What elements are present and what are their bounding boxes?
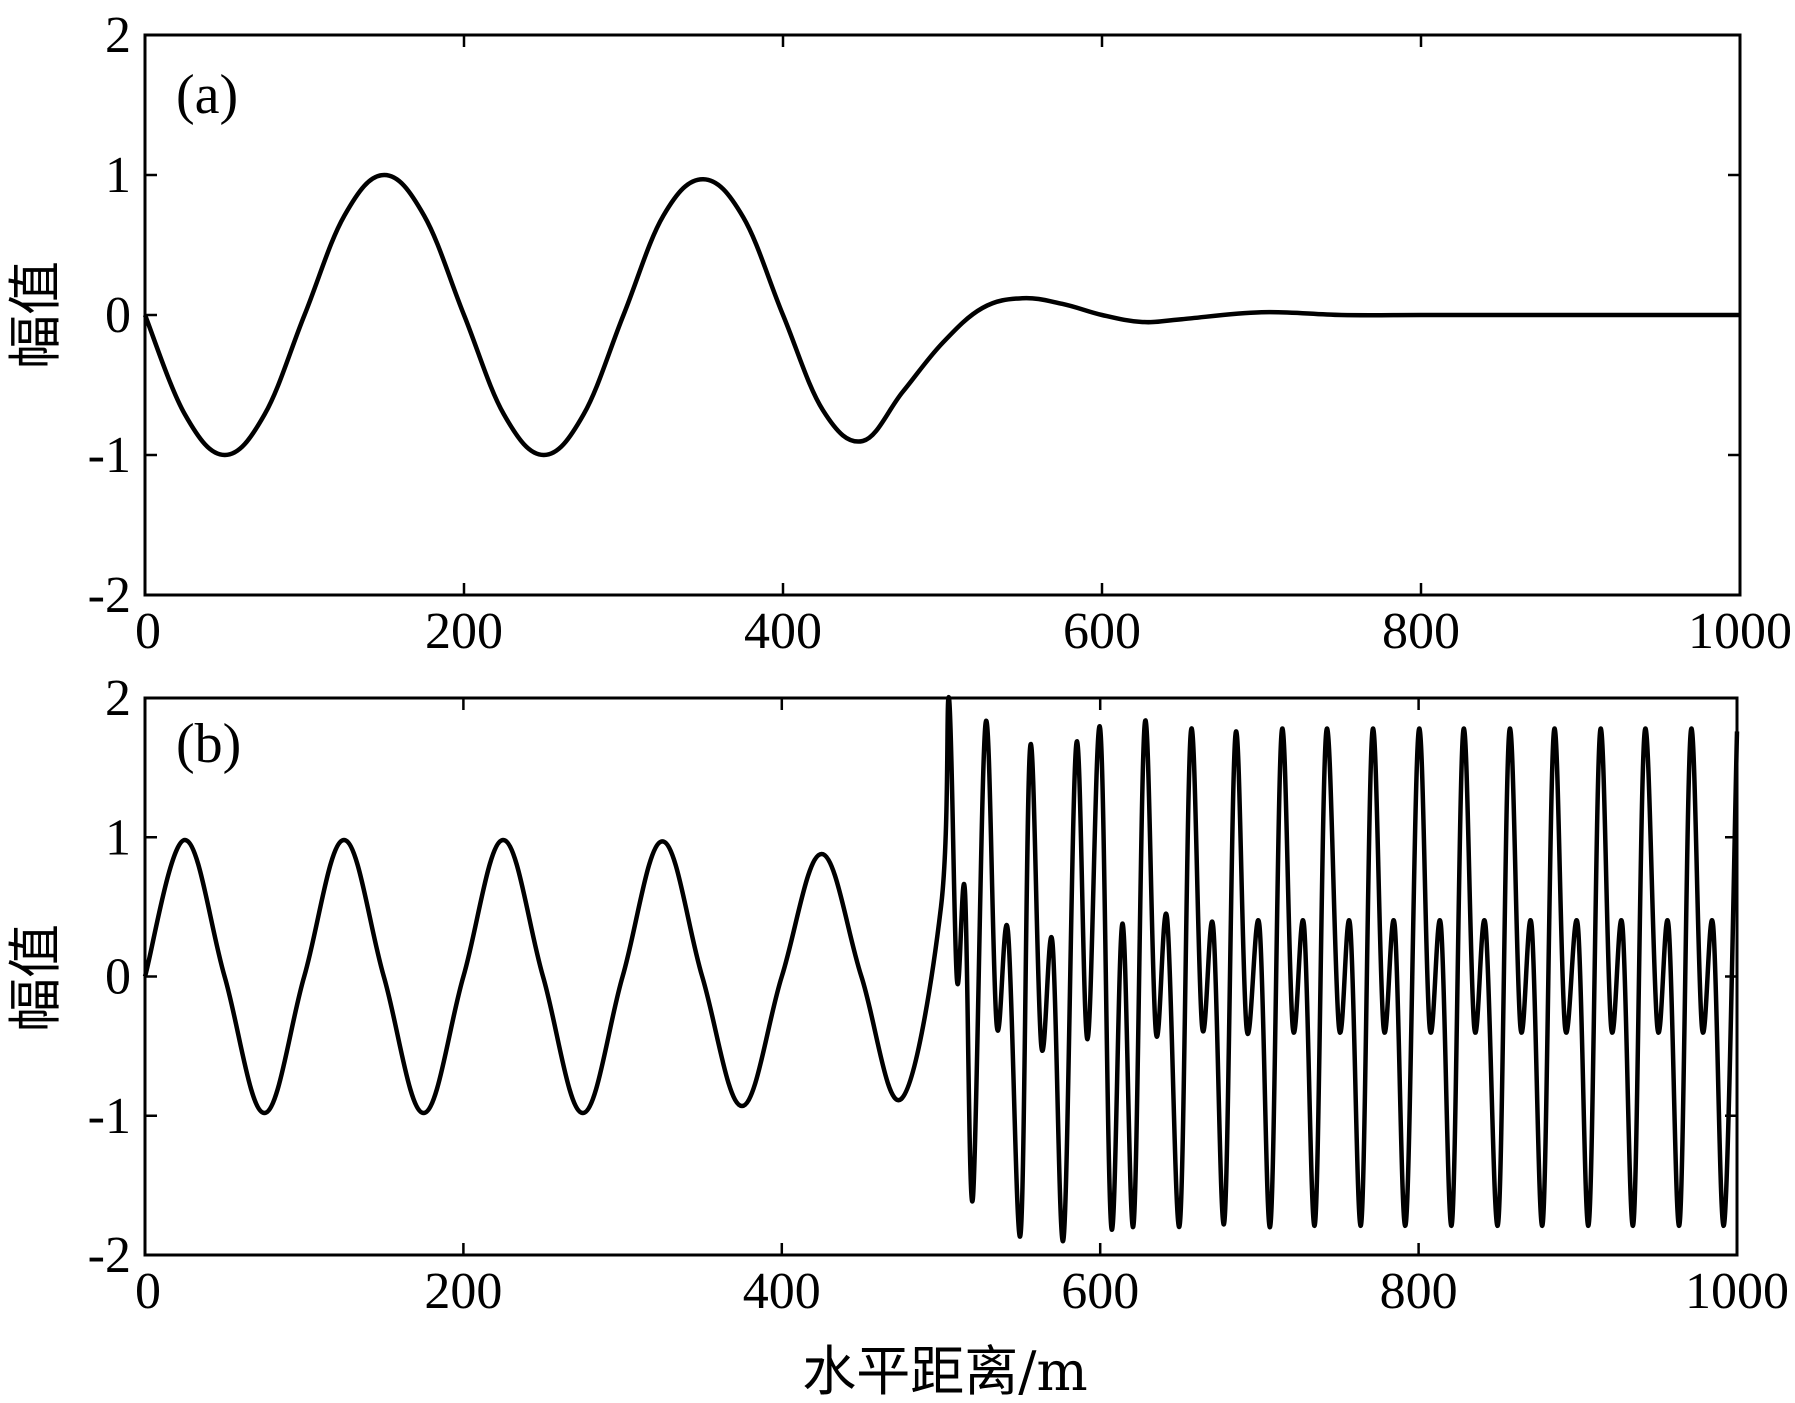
panel-label-a: (a) <box>176 64 238 126</box>
panel-label-b: (b) <box>176 713 241 775</box>
x-axis-title: 水平距离/m <box>802 1340 1087 1403</box>
y-tick-labels-a: 2 1 0 -1 -2 <box>88 7 131 624</box>
x-tick-label-a: 800 <box>1382 603 1460 660</box>
x-tick-label-a: 200 <box>425 603 503 660</box>
x-tick-labels-b: 0 200 400 600 800 1000 <box>135 1263 1789 1320</box>
line-series-b <box>142 695 1740 1244</box>
panel-b: 0 200 400 600 800 1000 2 1 0 -1 -2 (b) 幅值 水平距离/m <box>4 670 1789 1403</box>
x-tick-label-b: 400 <box>743 1263 821 1320</box>
y-tick-label-b: 0 <box>105 949 131 1006</box>
x-tick-label-b: 200 <box>424 1263 502 1320</box>
x-tick-label-a: 400 <box>744 603 822 660</box>
x-tick-label-b: 0 <box>135 1263 161 1320</box>
y-tick-label-a: 0 <box>105 287 131 344</box>
x-tick-label-a: 1000 <box>1688 603 1792 660</box>
panel-a: 0 200 400 600 800 1000 2 1 0 -1 -2 (a) 幅值 <box>4 7 1792 660</box>
x-tick-labels-a: 0 200 400 600 800 1000 <box>135 603 1792 660</box>
y-tick-label-b: 1 <box>105 809 131 866</box>
x-tick-label-a: 0 <box>135 603 161 660</box>
x-tick-label-a: 600 <box>1063 603 1141 660</box>
y-tick-label-b: -2 <box>88 1227 131 1284</box>
line-series-a <box>142 172 1740 458</box>
y-axis-title-b: 幅值 <box>4 924 67 1032</box>
y-tick-label-a: 2 <box>105 7 131 64</box>
x-tick-label-b: 600 <box>1061 1263 1139 1320</box>
y-axis-title-a: 幅值 <box>4 261 67 369</box>
y-tick-labels-b: 2 1 0 -1 -2 <box>88 670 131 1284</box>
x-tick-label-b: 1000 <box>1685 1263 1789 1320</box>
y-tick-label-b: -1 <box>88 1088 131 1145</box>
y-tick-label-a: -2 <box>88 567 131 624</box>
y-tick-label-a: 1 <box>105 147 131 204</box>
y-tick-label-b: 2 <box>105 670 131 727</box>
y-tick-label-a: -1 <box>88 427 131 484</box>
x-tick-label-b: 800 <box>1380 1263 1458 1320</box>
